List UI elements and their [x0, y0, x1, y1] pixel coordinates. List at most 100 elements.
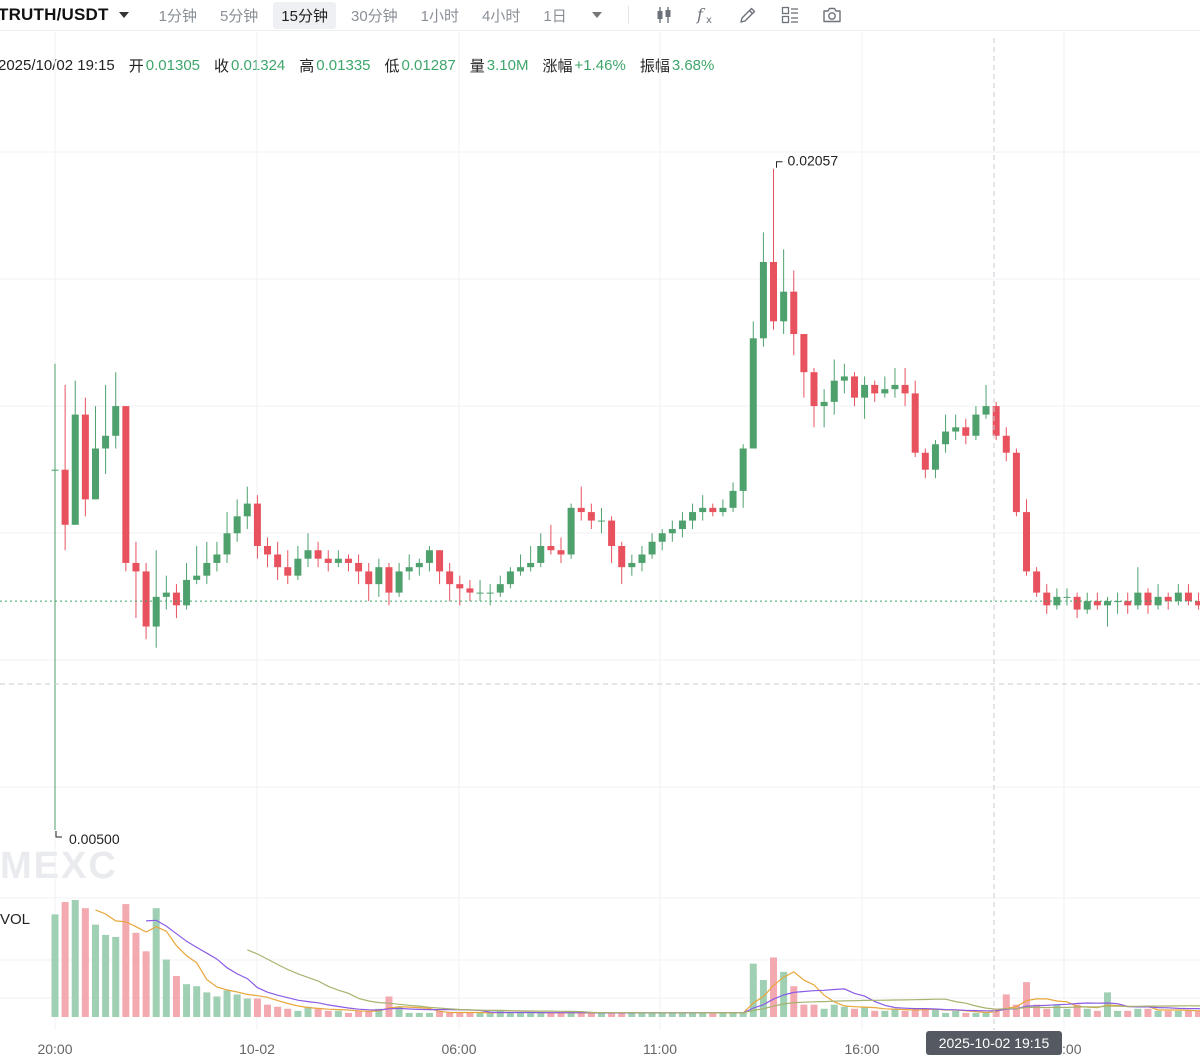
volume-bar: [1134, 1008, 1142, 1017]
volume-bar: [314, 1008, 322, 1017]
interval-tab-1h[interactable]: 1小时: [420, 7, 460, 25]
candle-body: [375, 567, 383, 585]
volume-bar: [385, 996, 393, 1017]
volume-bar: [91, 924, 99, 1017]
interval-tab-5m[interactable]: 5分钟: [219, 7, 259, 25]
time-axis-label: 20:00: [37, 1041, 72, 1057]
volume-bar: [749, 963, 757, 1017]
volume-bar: [213, 996, 221, 1017]
candle-body: [365, 571, 373, 585]
candle-body: [678, 520, 686, 530]
candle-body: [91, 448, 99, 500]
crosshair-time-label: 2025-10-02 19:15: [939, 1035, 1050, 1051]
volume-bar: [567, 1012, 575, 1017]
draw-pencil-icon[interactable]: [736, 3, 760, 27]
candle-body: [699, 507, 707, 513]
interval-tab-30m[interactable]: 30分钟: [350, 7, 398, 25]
volume-bar: [587, 1012, 595, 1017]
volume-bar: [759, 980, 767, 1017]
time-axis-label: 11:00: [643, 1041, 677, 1057]
volume-bar: [112, 936, 120, 1017]
volume-bar: [537, 1012, 545, 1017]
candle-body: [921, 452, 929, 470]
candle-body: [689, 512, 697, 521]
candle-body: [284, 567, 292, 576]
time-axis: 20:00 10-02 06:00 11:00 16:00 21:002025-10-02…: [37, 1031, 1082, 1057]
volume-bar: [577, 1012, 585, 1017]
volume-bar: [193, 986, 201, 1017]
volume-bar: [921, 1008, 929, 1017]
interval-tab-1d[interactable]: 1日: [543, 7, 567, 25]
volume-bar: [668, 1012, 676, 1017]
layout-grid-icon[interactable]: [778, 3, 802, 27]
pair-selector[interactable]: TRUTH/USDT: [0, 5, 129, 25]
candle-body: [729, 490, 737, 508]
volume-bar: [304, 1006, 312, 1017]
candle-body: [1114, 601, 1122, 603]
candle-body: [810, 372, 818, 407]
candle-body: [770, 261, 778, 322]
candle-body: [537, 545, 545, 563]
max-price-label: 0.02057: [788, 153, 839, 169]
volume-bar: [992, 1008, 1000, 1017]
volume-bar: [496, 1010, 504, 1017]
candle-body: [314, 550, 322, 559]
candle-body: [1043, 592, 1051, 606]
candle-body: [405, 567, 413, 572]
candle-body: [1154, 596, 1162, 606]
interval-tab-1m[interactable]: 1分钟: [158, 7, 197, 25]
candle-body: [780, 291, 788, 322]
volume-bar: [729, 1012, 737, 1017]
candle-body: [436, 550, 444, 572]
time-axis-label: 16:00: [844, 1041, 879, 1057]
candles-layer: [51, 168, 1200, 830]
volume-bar: [982, 1012, 990, 1017]
volume-bar: [911, 1008, 919, 1017]
more-intervals-dropdown-icon[interactable]: [591, 12, 602, 18]
candle-body: [183, 579, 191, 606]
volume-bar: [800, 1004, 808, 1017]
volume-bar: [1002, 994, 1010, 1017]
volume-bar: [284, 1008, 292, 1017]
close-value: 0.01324: [231, 56, 286, 74]
candle-body: [1073, 596, 1081, 610]
candlestick-type-icon[interactable]: [652, 3, 676, 27]
candle-body: [668, 529, 676, 534]
time-axis-label: 10-02: [239, 1041, 275, 1057]
volume-pane-label: VOL: [0, 911, 30, 928]
volume-bar: [790, 986, 798, 1017]
candle-body: [709, 507, 717, 513]
candle-body: [658, 533, 666, 542]
candle-body: [628, 562, 636, 568]
volume-bar: [264, 1004, 272, 1017]
volume-bar: [51, 914, 59, 1017]
candle-body: [466, 588, 474, 593]
ohlc-info-bar: 2025/10/02 19:15 开 0.01305 收 0.01324 高 0…: [0, 56, 714, 75]
volume-bar: [962, 1012, 970, 1017]
candle-body: [193, 575, 201, 580]
candle-body: [476, 592, 484, 594]
volume-bar: [547, 1012, 555, 1017]
candle-body: [1164, 596, 1172, 602]
candle-body: [172, 592, 180, 606]
volume-bar: [861, 1006, 869, 1017]
volume-bar: [952, 1010, 960, 1017]
volume-ma-long-line: [247, 949, 1200, 1014]
candle-body: [274, 554, 282, 568]
interval-tab-15m[interactable]: 15分钟: [273, 1, 336, 29]
volume-bar: [871, 1010, 879, 1017]
volume-bar: [415, 1012, 423, 1017]
candle-body: [861, 384, 869, 398]
volume-bar: [486, 1012, 494, 1017]
candle-body: [385, 567, 393, 593]
screenshot-camera-icon[interactable]: [820, 3, 844, 27]
candle-body: [962, 427, 970, 436]
volume-bar: [1184, 1010, 1192, 1017]
interval-tab-4h[interactable]: 4小时: [482, 7, 521, 25]
volume-bar: [334, 1010, 342, 1017]
candle-body: [830, 380, 838, 402]
candle-body: [557, 550, 565, 555]
candle-body: [1174, 592, 1182, 602]
